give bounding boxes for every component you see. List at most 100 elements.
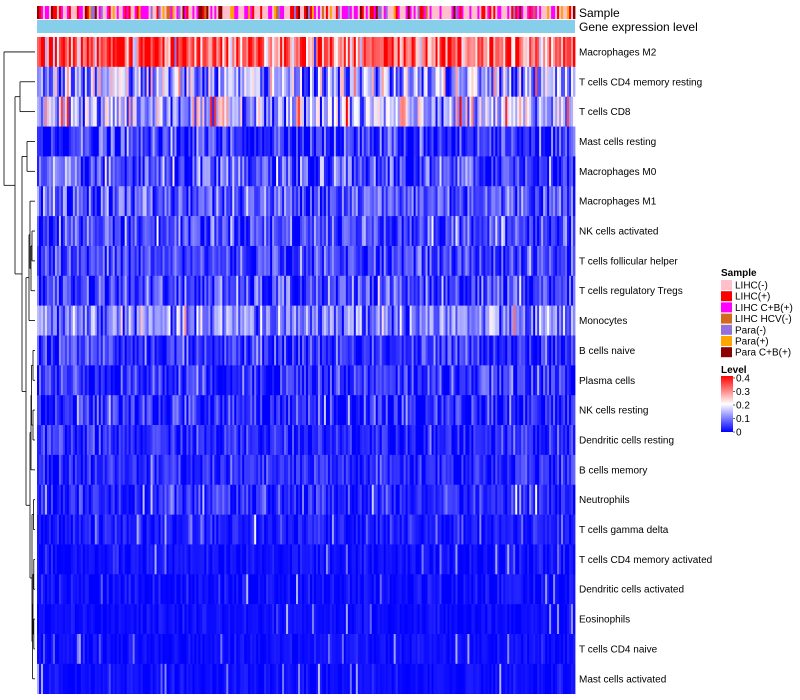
heatmap-cell: [128, 37, 132, 68]
heatmap-cell: [146, 484, 149, 515]
heatmap-cell: [387, 186, 391, 217]
heatmap-cell: [140, 395, 144, 426]
heatmap-cell: [309, 66, 313, 97]
heatmap-cell: [37, 425, 40, 456]
heatmap-cell: [547, 96, 550, 127]
sample-annotation-cell: [535, 6, 538, 19]
heatmap-cell: [457, 305, 460, 336]
heatmap-cell: [82, 66, 86, 97]
heatmap-cell: [262, 335, 265, 366]
heatmap-cell: [375, 335, 379, 366]
heatmap-cell: [266, 96, 269, 127]
heatmap-cell: [535, 395, 538, 426]
heatmap-cell: [437, 365, 440, 396]
heatmap-cell: [252, 544, 255, 575]
heatmap-cell: [553, 37, 556, 68]
heatmap-cell: [389, 37, 393, 68]
heatmap-cell: [170, 335, 173, 366]
heatmap-cell: [94, 186, 98, 217]
heatmap-cell: [545, 305, 548, 336]
heatmap-cell: [268, 425, 271, 456]
heatmap-cell: [214, 186, 217, 217]
heatmap-cell: [246, 245, 249, 277]
heatmap-cell: [42, 514, 46, 545]
heatmap-cell: [567, 275, 570, 306]
heatmap-cell: [150, 216, 153, 247]
heatmap-cell: [256, 454, 259, 486]
heatmap-cell: [511, 484, 514, 515]
heatmap-cell: [62, 454, 66, 486]
heatmap-cell: [511, 156, 514, 187]
heatmap-cell: [365, 395, 369, 426]
heatmap-cell: [86, 126, 90, 157]
heatmap-cell: [341, 126, 345, 157]
heatmap-cell: [106, 395, 110, 426]
heatmap-cell: [485, 96, 488, 127]
heatmap-cell: [80, 514, 84, 545]
heatmap-cell: [40, 245, 44, 277]
heatmap-cell: [168, 275, 171, 306]
heatmap-cell: [495, 335, 498, 366]
heatmap-cell: [148, 395, 151, 426]
heatmap-cell: [375, 245, 379, 277]
heatmap-cell: [98, 186, 102, 217]
sample-annotation-cell: [543, 6, 546, 19]
heatmap-cell: [256, 395, 259, 426]
heatmap-cell: [102, 305, 106, 336]
heatmap-cell: [489, 156, 492, 187]
heatmap-cell: [337, 275, 341, 306]
heatmap-cell: [431, 37, 434, 68]
heatmap-cell: [377, 395, 381, 426]
heatmap-cell: [150, 454, 153, 486]
heatmap-cell: [136, 37, 140, 68]
heatmap-cell: [445, 335, 448, 366]
heatmap-cell: [86, 305, 90, 336]
sample-annotation-cell: [513, 6, 516, 19]
heatmap-cell: [449, 156, 452, 187]
heatmap-cell: [70, 66, 74, 97]
heatmap-cell: [425, 454, 428, 486]
heatmap-cell: [429, 335, 432, 366]
heatmap-cell: [166, 305, 169, 336]
heatmap-cell: [178, 484, 181, 515]
heatmap-cell: [134, 454, 138, 486]
heatmap-cell: [54, 514, 58, 545]
heatmap-cell: [180, 335, 183, 366]
heatmap-cell: [497, 365, 500, 396]
heatmap-cell: [104, 425, 108, 456]
heatmap-cell: [513, 37, 516, 68]
heatmap-cell: [108, 96, 112, 127]
heatmap-cell: [174, 514, 177, 545]
heatmap-cell: [499, 66, 502, 97]
heatmap-cell: [547, 126, 550, 157]
heatmap-cell: [192, 37, 195, 68]
heatmap-cell: [463, 305, 466, 336]
heatmap-cell: [435, 365, 438, 396]
heatmap-cell: [106, 425, 110, 456]
heatmap-cell: [467, 335, 470, 366]
heatmap-cell: [421, 96, 424, 127]
heatmap-cell: [98, 335, 102, 366]
heatmap-cell: [413, 156, 416, 187]
heatmap-cell: [381, 305, 385, 336]
heatmap-cell: [557, 514, 560, 545]
sample-annotation-cell: [122, 6, 126, 19]
heatmap-cell: [499, 305, 502, 336]
heatmap-cell: [497, 484, 500, 515]
heatmap-cell: [226, 544, 229, 575]
heatmap-cell: [449, 275, 452, 306]
heatmap-cell: [357, 514, 361, 545]
heatmap-cell: [417, 365, 420, 396]
heatmap-cell: [523, 305, 526, 336]
heatmap-cell: [52, 245, 56, 277]
heatmap-cell: [349, 156, 353, 187]
heatmap-cell: [443, 514, 446, 545]
heatmap-cell: [206, 156, 209, 187]
heatmap-cell: [551, 66, 554, 97]
heatmap-cell: [399, 305, 403, 336]
heatmap-cell: [311, 425, 315, 456]
heatmap-cell: [345, 96, 349, 127]
heatmap-cell: [180, 186, 183, 217]
heatmap-cell: [58, 156, 62, 187]
heatmap-cell: [184, 395, 187, 426]
